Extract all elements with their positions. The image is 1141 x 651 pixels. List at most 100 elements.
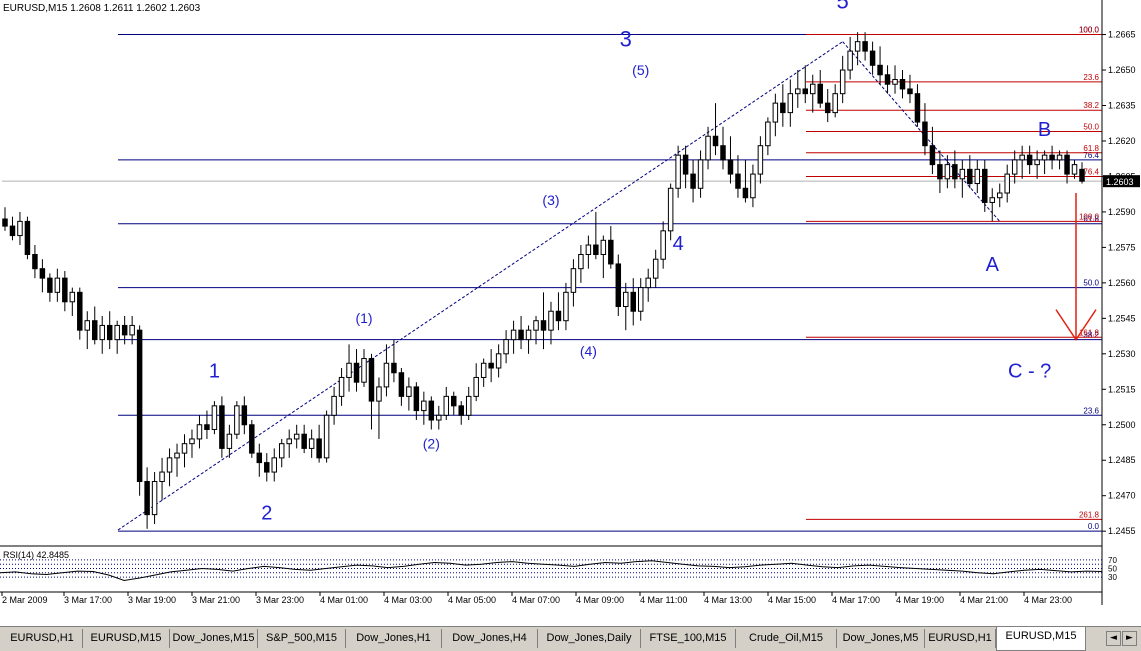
- candle-body-bear: [824, 102, 831, 114]
- tab-dow-jones-h4[interactable]: Dow_Jones,H4: [442, 629, 538, 648]
- candle: [720, 126, 726, 170]
- candle-body-bear: [204, 424, 210, 430]
- candle-body-bull: [974, 168, 981, 185]
- price-tick-label: 1.2470: [1108, 491, 1136, 501]
- candle-body-bull: [765, 121, 771, 147]
- time-tick-label: 3 Mar 17:00: [64, 595, 112, 605]
- candle: [937, 150, 943, 193]
- candle: [1019, 145, 1025, 179]
- candle-body-bull: [959, 168, 966, 180]
- candle-body-bear: [593, 244, 599, 255]
- wave-label-C: C - ?: [1008, 360, 1051, 382]
- candle: [608, 226, 614, 269]
- candle-body-bear: [301, 433, 307, 449]
- candle: [735, 155, 741, 198]
- candle-body-bear: [47, 277, 53, 293]
- candle-body-bear: [802, 88, 809, 95]
- candle-body-bull: [189, 438, 195, 445]
- candle-body-bull: [421, 400, 427, 412]
- candle: [271, 448, 277, 482]
- candle: [862, 32, 868, 61]
- candle-body-bear: [982, 168, 988, 203]
- candle: [226, 424, 233, 458]
- candle: [652, 249, 659, 288]
- candle-body-bull: [338, 376, 345, 397]
- candle: [854, 32, 861, 66]
- candle-body-bull: [271, 457, 277, 473]
- fib-main-label: 76.4: [1083, 151, 1099, 160]
- candle-body-bull: [810, 83, 816, 95]
- tab-eurusd-m15[interactable]: EURUSD,M15: [83, 629, 170, 648]
- candle-body-bull: [323, 414, 330, 459]
- candle-body-bull: [1004, 173, 1010, 194]
- candle-body-bull: [181, 443, 188, 454]
- candle-body-bull: [637, 287, 644, 312]
- candle: [563, 282, 569, 331]
- candle: [899, 70, 906, 99]
- candle-body-bear: [398, 372, 405, 397]
- candle-body-bull: [667, 187, 674, 232]
- candle: [578, 245, 584, 283]
- tab-dow-jones-h1[interactable]: Dow_Jones,H1: [346, 629, 442, 648]
- candle: [637, 278, 644, 321]
- candle-body-bull: [854, 41, 861, 52]
- fib-retrace-label: 76.4: [1083, 167, 1099, 176]
- candle-body-bear: [720, 145, 726, 161]
- candle-body-bear: [77, 291, 83, 331]
- fib-retrace-label: 100.0: [1079, 26, 1100, 35]
- wave-label-5: (5): [632, 62, 649, 78]
- candle-body-bear: [907, 88, 913, 95]
- candle-body-bear: [368, 358, 375, 402]
- candle-body-bear: [106, 324, 113, 341]
- tab-s-p-500-m15[interactable]: S&P_500,M15: [258, 629, 346, 648]
- candle: [331, 386, 337, 425]
- tab-eurusd-m15[interactable]: EURUSD,M15: [996, 627, 1086, 651]
- tab-scroll-right-button[interactable]: ►: [1122, 631, 1137, 646]
- candle: [495, 344, 502, 378]
- candle: [757, 136, 764, 184]
- tab-eurusd-h1[interactable]: EURUSD,H1: [925, 629, 996, 648]
- time-tick-label: 4 Mar 15:00: [768, 595, 816, 605]
- tab-dow-jones-m5[interactable]: Dow_Jones,M5: [837, 629, 925, 648]
- tab-eurusd-h1[interactable]: EURUSD,H1: [2, 629, 83, 648]
- price-tick-label: 1.2620: [1108, 136, 1136, 146]
- candle: [1034, 150, 1040, 179]
- tab-scroll-left-button[interactable]: ◄: [1106, 631, 1121, 646]
- tab-ftse-100-m15[interactable]: FTSE_100,M15: [641, 629, 736, 648]
- price-chart[interactable]: 100.076.461.850.038.223.60.0 100.023.638…: [0, 0, 1141, 626]
- candle-body-bull: [286, 438, 292, 445]
- candle: [982, 159, 988, 212]
- tab-dow-jones-daily[interactable]: Dow_Jones,Daily: [538, 629, 641, 648]
- candle: [869, 41, 876, 75]
- candle: [92, 306, 98, 345]
- candle: [630, 278, 636, 326]
- candle-body-bull: [750, 173, 756, 199]
- candle: [121, 315, 128, 345]
- wave-label-5: 5: [837, 0, 849, 14]
- candle: [383, 344, 390, 397]
- candle-body-bear: [712, 135, 719, 147]
- tab-crude-oil-m15[interactable]: Crude_Oil,M15: [736, 629, 837, 648]
- candle: [525, 325, 532, 354]
- candle-body-bear: [929, 145, 936, 166]
- candle-body-bull: [129, 324, 135, 336]
- tab-dow-jones-m15[interactable]: Dow_Jones,M15: [170, 629, 258, 648]
- candle: [151, 472, 158, 525]
- time-tick-label: 4 Mar 17:00: [832, 595, 880, 605]
- candle: [106, 311, 113, 350]
- candle: [465, 386, 472, 421]
- candle: [32, 245, 38, 279]
- candle: [1079, 162, 1085, 184]
- price-tick-label: 1.2455: [1108, 526, 1136, 536]
- price-tick-label: 1.2545: [1108, 313, 1136, 323]
- candle-body-bull: [473, 376, 479, 397]
- candle-body-bear: [24, 220, 31, 255]
- fib-main-label: 61.8: [1083, 215, 1099, 224]
- candle: [974, 159, 981, 193]
- candle-body-bear: [540, 320, 547, 331]
- candle-body-bear: [869, 50, 876, 66]
- time-tick-label: 3 Mar 19:00: [128, 595, 176, 605]
- candle: [99, 315, 105, 354]
- candle-body-bear: [121, 324, 128, 336]
- candle: [278, 438, 285, 468]
